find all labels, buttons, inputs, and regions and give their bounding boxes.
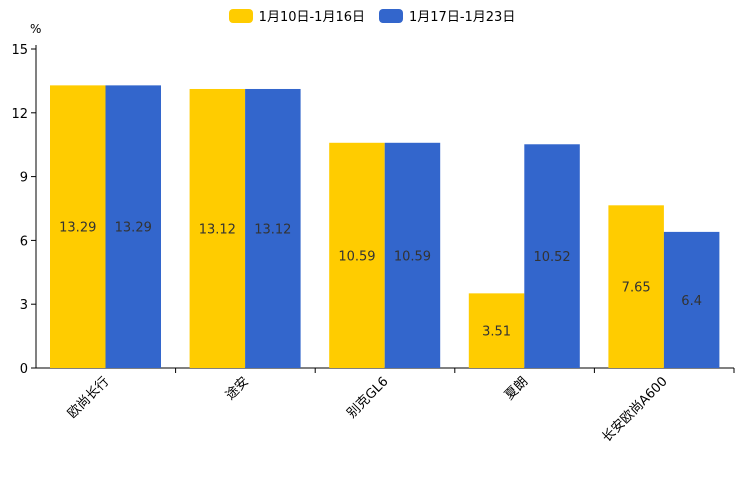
bar-series-2: [384, 142, 441, 368]
bar-series-2: [663, 231, 720, 368]
y-tick-label: 3: [20, 298, 28, 313]
data-label-series-1: 7.65: [622, 281, 651, 296]
y-tick-label: 9: [20, 171, 28, 186]
data-label-series-1: 13.12: [199, 222, 236, 237]
bar-series-1: [468, 293, 525, 368]
y-tick-label: 12: [11, 107, 28, 122]
bar-series-2: [105, 85, 161, 368]
x-category-label: 夏朗: [502, 374, 531, 403]
bar-series-1: [608, 205, 664, 368]
data-label-series-2: 10.59: [394, 249, 431, 264]
bar-series-2: [524, 144, 580, 368]
legend: 1月10日-1月16日 1月17日-1月23日: [0, 6, 744, 25]
x-category-label: 长安欧尚A600: [600, 374, 671, 445]
data-label-series-1: 13.29: [59, 221, 96, 236]
legend-label-series-2: 1月17日-1月23日: [409, 10, 516, 25]
legend-item-series-2[interactable]: 1月17日-1月23日: [379, 6, 515, 25]
bar-series-2: [245, 88, 301, 369]
x-category-label: 欧尚长行: [65, 374, 112, 421]
legend-swatch-series-2: [379, 8, 403, 23]
y-tick-label: 15: [11, 43, 28, 58]
x-category-label: 途安: [222, 374, 252, 404]
legend-item-series-1[interactable]: 1月10日-1月16日: [228, 6, 365, 25]
data-label-series-2: 10.52: [533, 250, 570, 265]
legend-swatch-series-1: [228, 8, 253, 23]
bar-series-1: [50, 85, 106, 368]
data-label-series-1: 10.59: [338, 249, 375, 264]
data-label-series-2: 6.4: [681, 294, 702, 309]
data-label-series-2: 13.12: [254, 222, 291, 237]
bar-series-1: [329, 142, 385, 368]
y-tick-label: 0: [20, 362, 28, 377]
bar-series-1: [189, 88, 246, 369]
y-tick-label: 6: [20, 234, 28, 249]
legend-label-series-1: 1月10日-1月16日: [258, 10, 365, 25]
y-axis-unit: %: [30, 22, 42, 36]
data-label-series-2: 13.29: [115, 221, 152, 236]
x-category-label: 别克GL6: [344, 374, 391, 421]
data-label-series-1: 3.51: [482, 325, 511, 340]
